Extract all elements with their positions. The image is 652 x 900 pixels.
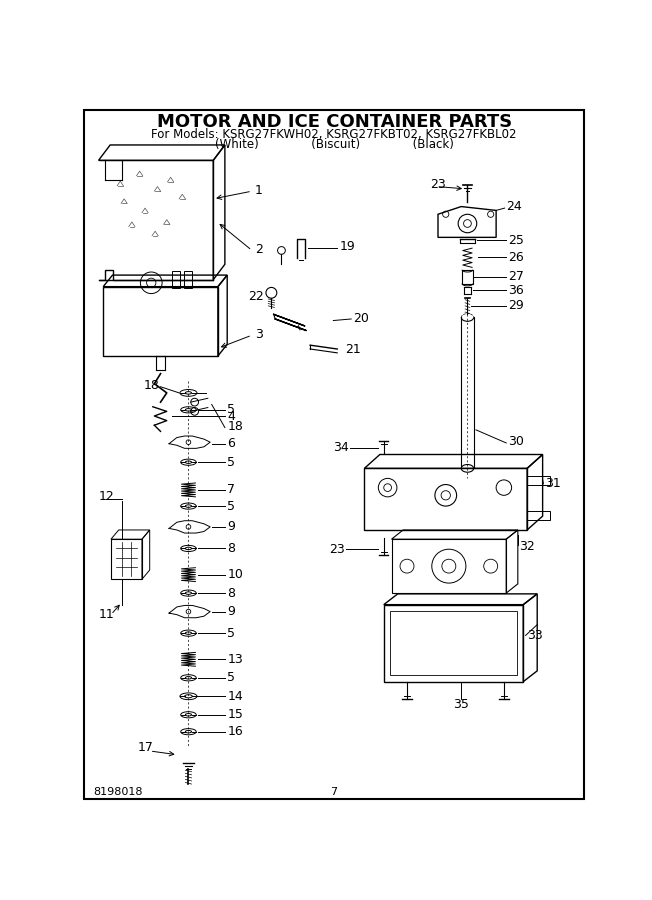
Bar: [111, 539, 142, 580]
Text: 29: 29: [508, 300, 524, 312]
Text: 1: 1: [255, 184, 263, 197]
Text: 8: 8: [227, 587, 235, 599]
Text: 10: 10: [227, 568, 243, 581]
Text: 15: 15: [227, 708, 243, 721]
Text: 2: 2: [255, 243, 263, 256]
Text: 23: 23: [329, 543, 345, 555]
Bar: [384, 605, 524, 681]
Text: 27: 27: [508, 270, 524, 284]
Text: 13: 13: [227, 652, 243, 666]
Text: 22: 22: [248, 290, 263, 303]
Text: MOTOR AND ICE CONTAINER PARTS: MOTOR AND ICE CONTAINER PARTS: [156, 112, 512, 130]
Text: 5: 5: [227, 626, 235, 640]
Text: 14: 14: [227, 689, 243, 703]
Text: 7: 7: [331, 787, 338, 796]
Text: 11: 11: [98, 608, 114, 621]
Text: 8198018: 8198018: [93, 787, 143, 796]
Text: 24: 24: [506, 200, 522, 213]
Text: 5: 5: [227, 455, 235, 469]
Bar: [364, 468, 527, 530]
Text: 16: 16: [227, 725, 243, 738]
Bar: [390, 611, 517, 676]
Text: 21: 21: [345, 343, 361, 356]
Text: 25: 25: [508, 234, 524, 247]
Text: 9: 9: [227, 605, 235, 618]
Text: 23: 23: [430, 178, 446, 192]
Text: 3: 3: [255, 328, 263, 341]
Text: 36: 36: [508, 284, 524, 297]
Text: 32: 32: [520, 540, 535, 554]
Text: 19: 19: [340, 240, 355, 253]
Text: 9: 9: [227, 520, 235, 534]
Text: 20: 20: [353, 311, 368, 325]
Text: 33: 33: [527, 629, 543, 642]
Text: 12: 12: [98, 491, 114, 503]
Bar: [391, 539, 506, 593]
Text: 5: 5: [227, 403, 235, 417]
Text: 17: 17: [138, 741, 153, 753]
Text: 35: 35: [453, 698, 469, 711]
Text: (White)              (Biscuit)              (Black): (White) (Biscuit) (Black): [215, 139, 454, 151]
Text: 26: 26: [508, 251, 524, 264]
Text: 4: 4: [227, 410, 235, 422]
Text: 5: 5: [227, 500, 235, 513]
Text: 31: 31: [545, 477, 561, 490]
Text: 18: 18: [227, 419, 243, 433]
Text: 7: 7: [227, 483, 235, 497]
Text: 8: 8: [227, 542, 235, 555]
Text: 30: 30: [508, 435, 524, 448]
Text: 6: 6: [227, 437, 235, 450]
Text: 5: 5: [227, 671, 235, 684]
Text: 18: 18: [143, 379, 159, 392]
Bar: [172, 271, 180, 288]
Text: 34: 34: [333, 441, 349, 454]
Bar: [184, 271, 192, 288]
Bar: [103, 286, 218, 356]
Bar: [462, 270, 473, 284]
Text: For Models: KSRG27FKWH02, KSRG27FKBT02, KSRG27FKBL02: For Models: KSRG27FKWH02, KSRG27FKBT02, …: [151, 128, 517, 140]
